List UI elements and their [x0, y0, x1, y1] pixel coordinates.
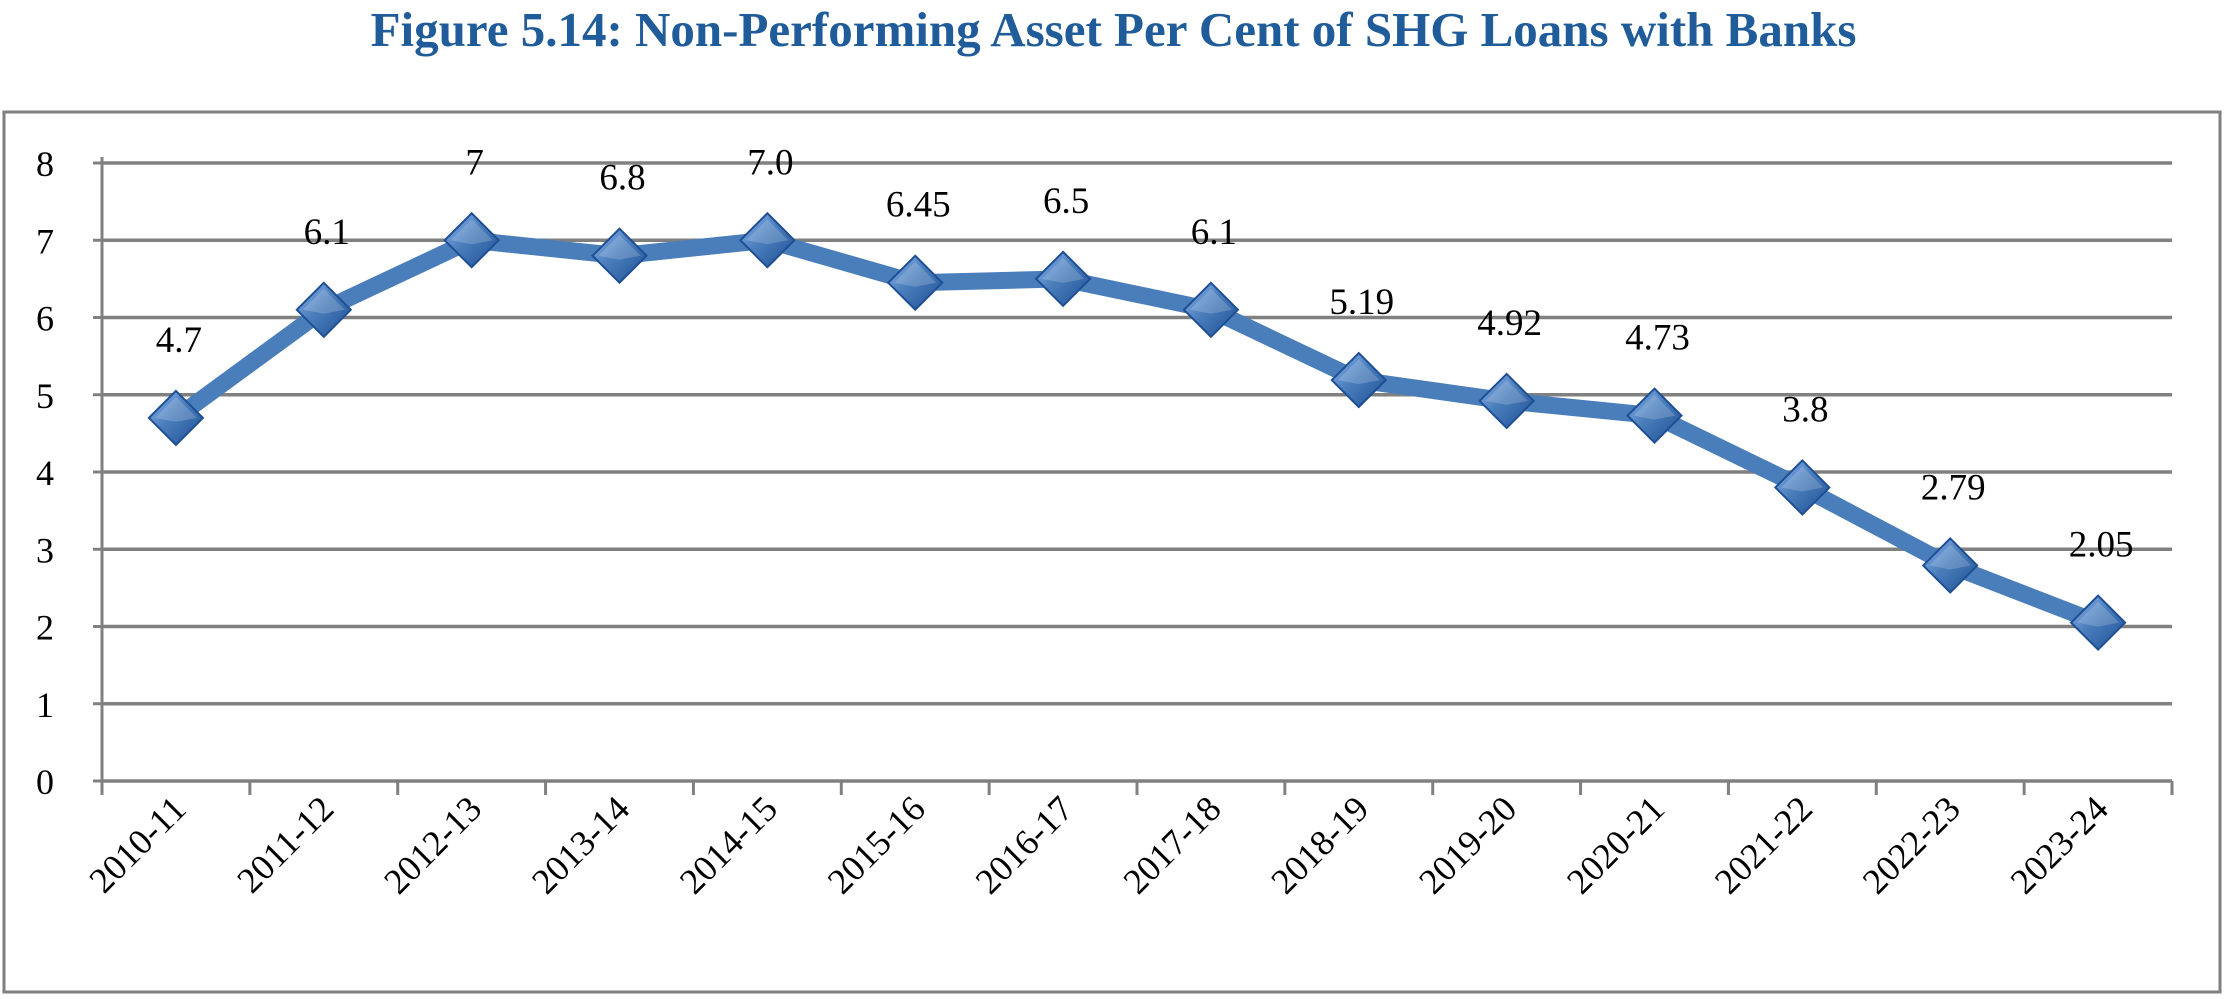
x-tick-label: 2015-16 — [820, 788, 933, 901]
data-label: 6.8 — [599, 158, 645, 199]
data-point-marker — [1773, 459, 1831, 516]
x-tick-label: 2023-24 — [2003, 788, 2116, 901]
data-point-marker — [1921, 537, 1979, 594]
data-point-marker-highlight — [1042, 257, 1085, 283]
y-tick-label: 6 — [36, 299, 54, 339]
y-tick-label: 4 — [36, 453, 54, 493]
x-tick-label: 2014-15 — [672, 788, 785, 901]
data-label: 3.8 — [1782, 389, 1828, 430]
gridlines — [102, 161, 2172, 706]
x-tick-label: 2011-12 — [229, 788, 341, 900]
data-point-marker-highlight — [450, 219, 493, 245]
axes — [93, 157, 2174, 795]
data-point-marker-highlight — [746, 219, 789, 245]
data-label: 4.73 — [1625, 318, 1690, 359]
data-point-marker-highlight — [894, 261, 937, 287]
data-label: 4.7 — [156, 320, 202, 361]
data-point-marker — [1478, 372, 1536, 430]
data-point-marker-highlight — [1485, 379, 1528, 405]
y-tick-label: 2 — [36, 608, 54, 648]
data-point-marker — [147, 389, 205, 447]
y-tick-label: 1 — [36, 685, 54, 725]
data-label: 2.05 — [2069, 525, 2134, 566]
data-point-marker-highlight — [1781, 466, 1824, 492]
data-point-marker — [2069, 594, 2127, 652]
series-line — [167, 231, 2107, 632]
y-tick-label: 8 — [36, 144, 54, 184]
data-point-marker — [1330, 351, 1388, 409]
data-point-marker-highlight — [2077, 601, 2120, 627]
x-tick-label: 2021-22 — [1707, 788, 1820, 901]
data-point-marker-highlight — [154, 396, 197, 422]
data-label: 2.79 — [1921, 467, 1986, 508]
x-axis-tick-labels: 2010-11 2011-12 2012-13 2013-14 2014-15 2015-… — [81, 788, 2115, 901]
y-tick-label: 5 — [36, 376, 54, 416]
data-point-marker-highlight — [1337, 359, 1380, 385]
data-point-marker-highlight — [1633, 394, 1676, 420]
data-point-marker — [295, 281, 353, 339]
y-tick-label: 0 — [36, 762, 54, 802]
data-point-marker — [1182, 281, 1240, 339]
x-tick-label: 2018-19 — [1263, 788, 1376, 901]
data-point-marker — [1034, 250, 1092, 308]
x-tick-label: 2010-11 — [81, 788, 193, 900]
data-labels: 4.7 6.1 7 6.8 7.0 6.45 6.5 6.1 5.19 4.92 4.73 3.8 2.… — [156, 142, 2134, 565]
data-label: 6.5 — [1043, 181, 1089, 222]
chart-title: Figure 5.14: Non-Performing Asset Per Ce… — [370, 2, 1857, 57]
chart-frame — [2, 110, 2222, 994]
data-point-marker — [591, 227, 648, 285]
data-point-marker — [738, 211, 796, 269]
data-point-marker — [1626, 387, 1683, 445]
x-tick-label: 2012-13 — [376, 788, 489, 901]
y-axis-tick-labels: 0 1 2 3 4 5 6 7 8 — [36, 144, 54, 802]
y-tick-label: 7 — [36, 221, 54, 261]
x-tick-label: 2022-23 — [1855, 788, 1968, 901]
data-point-marker — [443, 211, 501, 269]
data-point-marker-highlight — [1929, 544, 1972, 570]
x-tick-label: 2019-20 — [1411, 788, 1524, 901]
data-label: 5.19 — [1329, 282, 1394, 323]
x-tick-label: 2016-17 — [968, 788, 1081, 901]
data-label: 4.92 — [1477, 303, 1542, 344]
data-label: 7 — [465, 142, 484, 183]
data-point-marker-highlight — [1189, 288, 1232, 314]
x-tick-label: 2017-18 — [1115, 788, 1228, 901]
data-label: 6.1 — [304, 212, 350, 253]
y-tick-label: 3 — [36, 530, 54, 570]
data-label: 6.45 — [886, 185, 951, 226]
x-tick-label: 2020-21 — [1559, 788, 1672, 901]
data-point-marker-highlight — [302, 288, 345, 314]
series-markers — [147, 211, 2127, 652]
x-tick-label: 2013-14 — [524, 788, 637, 901]
data-point-marker — [886, 254, 944, 312]
data-label: 6.1 — [1191, 212, 1237, 253]
data-label: 7.0 — [747, 142, 793, 183]
series-line-path — [167, 231, 2107, 632]
data-point-marker-highlight — [598, 234, 641, 260]
